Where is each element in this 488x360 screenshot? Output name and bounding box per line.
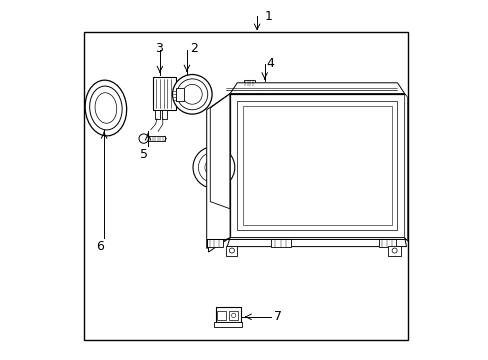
Circle shape	[231, 313, 235, 318]
Bar	[226, 246, 237, 256]
Text: 1: 1	[264, 10, 272, 23]
Bar	[244, 86, 254, 90]
Polygon shape	[208, 94, 230, 252]
Bar	[206, 239, 223, 247]
Polygon shape	[206, 94, 230, 248]
Bar	[379, 239, 395, 247]
Bar	[387, 246, 400, 256]
Polygon shape	[230, 94, 404, 238]
Bar	[214, 322, 242, 327]
Bar	[271, 239, 291, 247]
Text: 2: 2	[189, 42, 197, 55]
Circle shape	[139, 134, 148, 143]
Circle shape	[177, 79, 207, 110]
Text: 6: 6	[96, 240, 104, 253]
Bar	[242, 90, 256, 102]
Polygon shape	[404, 94, 407, 241]
Bar	[264, 94, 271, 100]
Bar	[154, 110, 160, 119]
Circle shape	[204, 158, 223, 176]
Text: 5: 5	[140, 148, 148, 161]
Circle shape	[261, 86, 275, 101]
Bar	[148, 136, 164, 141]
Ellipse shape	[95, 93, 117, 123]
Ellipse shape	[85, 80, 126, 136]
Bar	[84, 32, 407, 340]
Circle shape	[193, 147, 234, 188]
Bar	[228, 311, 238, 320]
Circle shape	[182, 85, 202, 104]
Circle shape	[172, 75, 212, 114]
Circle shape	[263, 89, 272, 98]
Bar	[176, 88, 183, 101]
Bar	[215, 307, 241, 322]
Text: 7: 7	[273, 310, 282, 323]
Text: 3: 3	[155, 42, 163, 55]
Polygon shape	[227, 238, 406, 247]
Circle shape	[198, 152, 229, 183]
Circle shape	[391, 248, 396, 253]
Bar	[217, 311, 226, 320]
Bar	[152, 77, 176, 110]
Circle shape	[229, 248, 234, 253]
Text: 4: 4	[266, 57, 274, 69]
Bar	[162, 110, 167, 119]
Polygon shape	[230, 83, 404, 94]
Bar	[244, 80, 255, 86]
Ellipse shape	[89, 86, 122, 130]
